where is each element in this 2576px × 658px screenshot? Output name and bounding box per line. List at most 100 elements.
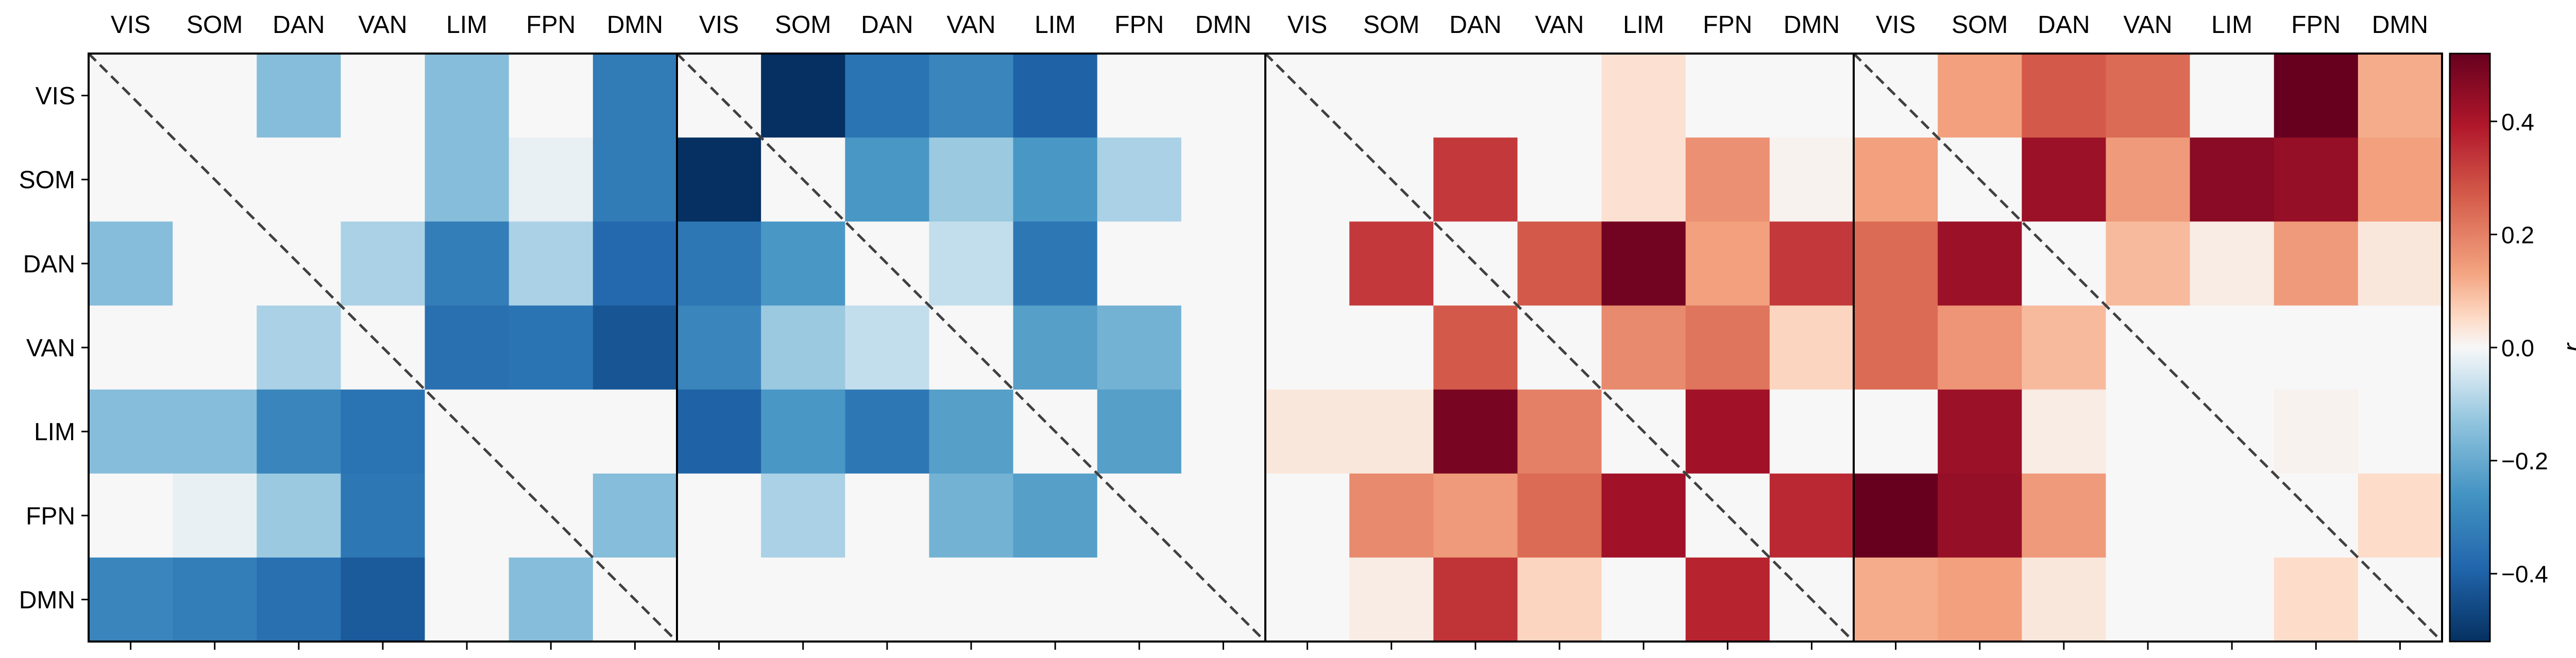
column-tick-label: VAN <box>2123 11 2172 39</box>
colorbar-gradient <box>2449 53 2491 643</box>
heatmap-cell <box>341 473 426 558</box>
heatmap-cell <box>2022 305 2107 390</box>
heatmap-cell <box>1517 137 1602 222</box>
heatmap-cell <box>1601 305 1686 390</box>
heatmap-cell <box>341 221 426 306</box>
heatmap-cell <box>1854 221 1938 306</box>
heatmap-panels: VIS SOM DAN VAN LIM FPN DMN VIS SOM DAN VAN LIM FPN D… <box>19 11 2443 650</box>
heatmap-cell <box>1601 473 1686 558</box>
column-tick-label: VAN <box>358 11 407 39</box>
heatmap-cell <box>1517 557 1602 642</box>
heatmap-cell <box>2022 54 2107 138</box>
heatmap-cell <box>1601 221 1686 306</box>
column-tick-label: VIS <box>1287 11 1327 39</box>
heatmap-cell <box>257 54 342 138</box>
heatmap-cell <box>845 305 930 390</box>
heatmap-cell <box>173 54 257 138</box>
heatmap-cell <box>592 389 677 474</box>
heatmap-cell <box>509 221 594 306</box>
heatmap-cell <box>1433 305 1518 390</box>
heatmap-cell <box>1685 305 1770 390</box>
heatmap-cell <box>1854 389 1938 474</box>
heatmap-cell <box>1097 137 1182 222</box>
row-tick-label: FPN <box>26 503 75 530</box>
heatmap-cell <box>425 221 510 306</box>
heatmap-cell <box>257 557 342 642</box>
heatmap-cell <box>929 137 1014 222</box>
column-tick-label: DAN <box>2038 11 2090 39</box>
heatmap-cell <box>592 137 677 222</box>
heatmap-cell <box>2190 221 2275 306</box>
heatmap-cell <box>341 137 426 222</box>
heatmap-cell <box>2106 389 2191 474</box>
heatmap-cell <box>1349 221 1434 306</box>
heatmap-cell <box>677 305 761 390</box>
heatmap-cell <box>2190 137 2275 222</box>
row-tick-label: SOM <box>19 167 75 194</box>
heatmap-cell <box>257 389 342 474</box>
heatmap-cell <box>89 221 173 306</box>
heatmap-cell <box>1854 137 1938 222</box>
heatmap-cell <box>89 305 173 390</box>
heatmap-cell <box>1685 221 1770 306</box>
heatmap-cell <box>509 557 594 642</box>
heatmap-cell <box>1349 54 1434 138</box>
heatmap-cell <box>677 389 761 474</box>
heatmap-cell <box>677 557 761 642</box>
colorbar: −0.4 −0.2 0.0 0.2 0.4 r <box>2449 53 2576 643</box>
heatmap-cell <box>592 54 677 138</box>
heatmap-cell <box>1433 557 1518 642</box>
row-tick-label: DAN <box>23 251 75 278</box>
heatmap-cell <box>1349 473 1434 558</box>
colorbar-tick-label: −0.4 <box>2501 561 2548 587</box>
colorbar-tick-label: 0.0 <box>2501 335 2534 361</box>
heatmap-cell <box>845 137 930 222</box>
diagonal-line <box>1264 53 1855 643</box>
heatmap-cell <box>173 389 257 474</box>
heatmap-cell <box>2190 305 2275 390</box>
heatmap-cell <box>1601 54 1686 138</box>
heatmap-cell <box>2274 305 2359 390</box>
heatmap-cell <box>257 305 342 390</box>
column-tick-label: DMN <box>1195 11 1251 39</box>
heatmap-cell <box>89 473 173 558</box>
heatmap-cell <box>2106 137 2191 222</box>
colorbar-tick-label: 0.2 <box>2501 221 2534 248</box>
heatmap-cell <box>929 54 1014 138</box>
column-tick-label: DAN <box>861 11 913 39</box>
heatmap-cell <box>1433 389 1518 474</box>
heatmap-cell <box>2274 137 2359 222</box>
heatmap-cell <box>761 221 845 306</box>
heatmap-cell <box>2358 221 2443 306</box>
heatmap-cell <box>1097 54 1182 138</box>
heatmap-cell <box>2358 54 2443 138</box>
heatmap-cell <box>1601 137 1686 222</box>
heatmap-cell <box>677 221 761 306</box>
heatmap-cell <box>1265 389 1350 474</box>
heatmap-cell <box>677 473 761 558</box>
colorbar-tick-label: 0.4 <box>2501 109 2534 135</box>
heatmap-cell <box>2274 389 2359 474</box>
heatmap-cell <box>2106 54 2191 138</box>
heatmap-cell <box>173 473 257 558</box>
heatmap-cell <box>929 221 1014 306</box>
column-tick-label: DAN <box>1449 11 1501 39</box>
row-tick-label: VIS <box>36 83 75 110</box>
column-tick-label: SOM <box>775 11 831 39</box>
heatmap-cell <box>845 557 930 642</box>
heatmap-cell <box>1938 305 2022 390</box>
heatmap-cell <box>1769 473 1854 558</box>
heatmap-cell <box>761 557 845 642</box>
heatmap-cell <box>1517 473 1602 558</box>
colorbar-label: r <box>2558 342 2576 352</box>
heatmap-cell <box>173 221 257 306</box>
heatmap-cell <box>1517 221 1602 306</box>
heatmap-cell <box>929 557 1014 642</box>
column-tick-label: FPN <box>526 11 575 39</box>
heatmap-cell <box>1349 305 1434 390</box>
column-tick-label: VIS <box>111 11 150 39</box>
heatmap-cell <box>1685 557 1770 642</box>
heatmap-cell <box>89 137 173 222</box>
heatmap-cell <box>1097 389 1182 474</box>
heatmap-cell <box>341 557 426 642</box>
